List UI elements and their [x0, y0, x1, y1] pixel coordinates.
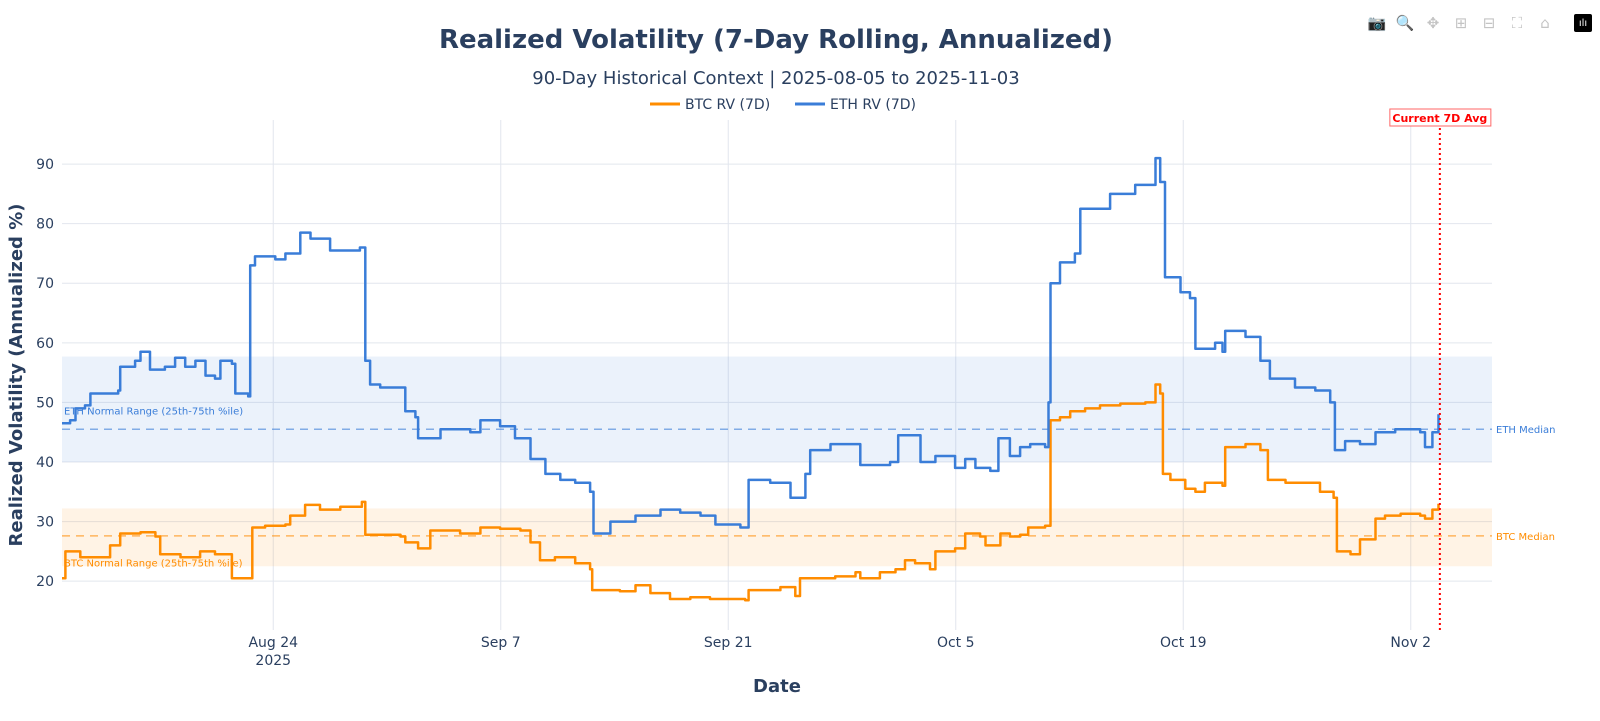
- reset-axes-icon[interactable]: ⌂: [1540, 14, 1550, 32]
- legend-label: ETH RV (7D): [830, 97, 916, 113]
- x-tick-label: Oct 5: [937, 635, 975, 651]
- band-label: BTC Normal Range (25th-75th %ile): [64, 558, 243, 569]
- x-tick-label: Oct 19: [1160, 635, 1206, 651]
- normal-range-bands: [62, 356, 1492, 567]
- normal-range-band: [62, 508, 1492, 567]
- chart-subtitle: 90-Day Historical Context | 2025-08-05 t…: [532, 68, 1019, 89]
- y-axis-title: Realized Volatility (Annualized %): [6, 204, 27, 547]
- annotations: ETH Normal Range (25th-75th %ile) BTC Nor…: [64, 108, 1556, 630]
- y-tick-label: 60: [36, 336, 54, 352]
- x-axis-title: Date: [753, 676, 801, 697]
- series-line-eth: [62, 156, 1440, 535]
- legend: BTC RV (7D) ETH RV (7D): [650, 97, 916, 113]
- series-lines: [62, 156, 1440, 602]
- x-tick-label: Aug 24: [248, 635, 298, 651]
- camera-icon[interactable]: 📷: [1367, 14, 1387, 32]
- zoom-icon[interactable]: 🔍: [1395, 14, 1415, 32]
- series-line-btc: [62, 383, 1440, 602]
- x-tick-label: Sep 21: [704, 635, 753, 651]
- x-tick-label: Nov 2: [1390, 635, 1431, 651]
- y-tick-label: 90: [36, 157, 54, 173]
- zoom-in-icon[interactable]: ⊞: [1454, 14, 1468, 32]
- legend-item[interactable]: ETH RV (7D): [795, 97, 916, 113]
- y-tick-label: 30: [36, 515, 54, 531]
- band-label: ETH Normal Range (25th-75th %ile): [64, 407, 243, 418]
- median-label: BTC Median: [1496, 532, 1555, 543]
- grid: [62, 120, 1492, 630]
- autoscale-icon[interactable]: ⛶: [1511, 14, 1523, 32]
- y-tick-label: 20: [36, 574, 54, 590]
- median-label: ETH Median: [1496, 425, 1556, 436]
- chart-title: Realized Volatility (7-Day Rolling, Annu…: [439, 25, 1113, 55]
- y-tick-label: 50: [36, 395, 54, 411]
- modebar: 📷 🔍 ✥ ⊞ ⊟ ⛶ ⌂ ılı: [1368, 14, 1592, 32]
- y-tick-label: 80: [36, 217, 54, 233]
- legend-item[interactable]: BTC RV (7D): [650, 97, 770, 113]
- current-label: Current 7D Avg: [1392, 112, 1487, 125]
- normal-range-band: [62, 356, 1492, 462]
- zoom-out-icon[interactable]: ⊟: [1482, 14, 1496, 32]
- current-label-box: [1389, 108, 1492, 127]
- axes: 20 30 40 50 60 70 80 90 Aug 24 2025 Sep 7 Sep 21 Oct…: [36, 157, 1431, 669]
- plotly-logo-icon[interactable]: ılı: [1574, 14, 1592, 32]
- pan-icon[interactable]: ✥: [1426, 14, 1440, 32]
- y-tick-label: 70: [36, 276, 54, 292]
- y-tick-label: 40: [36, 455, 54, 471]
- x-tick-year-label: 2025: [255, 653, 291, 669]
- legend-label: BTC RV (7D): [685, 97, 770, 113]
- x-tick-label: Sep 7: [481, 635, 521, 651]
